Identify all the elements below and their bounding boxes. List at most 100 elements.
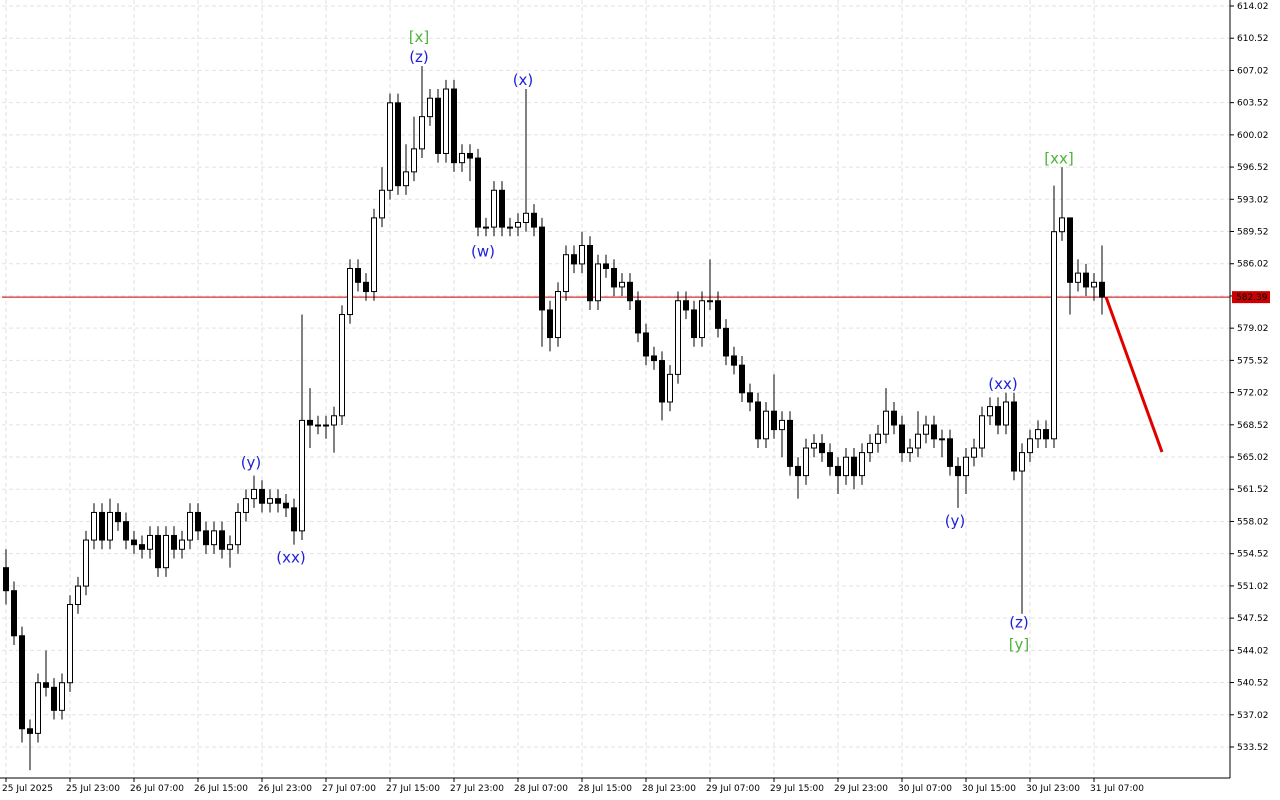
y-tick-label: 607.02	[1237, 66, 1269, 76]
candle-body	[99, 511, 105, 541]
candle-body	[1027, 438, 1033, 454]
y-tick-label: 561.52	[1237, 485, 1269, 495]
candle-body	[1019, 452, 1025, 472]
wave-label: (z)	[1009, 614, 1029, 632]
candle-body	[891, 410, 897, 426]
candle-body	[195, 511, 201, 532]
candle-body	[667, 373, 673, 403]
candle-body	[459, 152, 465, 164]
x-tick-label: 25 Jul 23:00	[66, 784, 120, 794]
candle-body	[819, 442, 825, 454]
candle-body	[563, 254, 569, 293]
x-tick-label: 28 Jul 07:00	[514, 784, 568, 794]
candle-body	[747, 392, 753, 403]
candle-body	[27, 728, 33, 734]
x-tick-label: 30 Jul 07:00	[898, 784, 952, 794]
candle-body	[811, 442, 817, 449]
candle-body	[931, 424, 937, 440]
candle-body	[835, 465, 841, 477]
candle-body	[651, 355, 657, 362]
candle-body	[403, 171, 409, 187]
candle-body	[1083, 272, 1089, 288]
wave-label: (y)	[241, 454, 262, 472]
candle-body	[859, 452, 865, 477]
candle-body	[571, 254, 577, 265]
candle-body	[147, 534, 153, 550]
candle-body	[179, 539, 185, 550]
candle-body	[107, 511, 113, 541]
y-tick-label: 589.52	[1237, 228, 1269, 238]
candle-body	[371, 217, 377, 293]
candle-body	[163, 534, 169, 569]
candle-body	[763, 410, 769, 440]
candle-body	[659, 360, 665, 403]
y-tick-label: 547.52	[1237, 614, 1269, 624]
candle-body	[619, 281, 625, 288]
x-tick-label: 29 Jul 15:00	[770, 784, 824, 794]
candle-body	[83, 539, 89, 587]
x-tick-label: 30 Jul 23:00	[1026, 784, 1080, 794]
x-tick-label: 27 Jul 23:00	[450, 784, 504, 794]
candle-body	[867, 442, 873, 454]
candle-body	[555, 291, 561, 339]
candle-body	[643, 332, 649, 357]
candle-body	[467, 152, 473, 159]
x-tick-label: 29 Jul 23:00	[834, 784, 888, 794]
candle-body	[851, 456, 857, 477]
annotations: [x] (z) (x) (w) (y) (xx) (y) (xx) (z) [y] [xx]	[241, 28, 1074, 654]
candle-body	[915, 433, 921, 449]
y-tick-label: 565.02	[1237, 453, 1269, 463]
candle-body	[803, 447, 809, 477]
x-tick-label: 31 Jul 07:00	[1090, 784, 1144, 794]
y-tick-label: 610.52	[1237, 34, 1269, 44]
candle-body	[947, 438, 953, 467]
candle-body	[1099, 281, 1105, 298]
candle-body	[187, 511, 193, 541]
candle-body	[451, 88, 457, 164]
candle-body	[91, 511, 97, 541]
candle-body	[227, 544, 233, 550]
y-tick-label: 554.52	[1237, 550, 1269, 560]
candle-body	[723, 327, 729, 357]
x-tick-label: 28 Jul 15:00	[578, 784, 632, 794]
price-tag	[1232, 291, 1270, 304]
candle-body	[587, 245, 593, 302]
candle-body	[987, 406, 993, 417]
y-tick-label: 579.02	[1237, 324, 1269, 334]
candle-body	[411, 148, 417, 173]
candle-body	[363, 281, 369, 293]
candle-body	[939, 438, 945, 441]
candle-body	[795, 465, 801, 477]
candle-body	[699, 300, 705, 339]
candle-body	[323, 424, 329, 427]
candles	[3, 66, 1105, 771]
candle-body	[683, 300, 689, 311]
candle-body	[1043, 429, 1049, 440]
candle-body	[771, 410, 777, 431]
candle-body	[499, 189, 505, 228]
x-tick-label: 26 Jul 23:00	[258, 784, 312, 794]
candle-body	[171, 534, 177, 550]
candle-body	[43, 682, 49, 688]
candle-body	[739, 364, 745, 394]
y-tick-label: 603.52	[1237, 99, 1269, 109]
candle-body	[347, 268, 353, 316]
candle-body	[883, 410, 889, 435]
candle-body	[691, 309, 697, 339]
candle-body	[379, 189, 385, 219]
candle-body	[875, 433, 881, 444]
candle-body	[907, 447, 913, 454]
candle-body	[35, 682, 41, 734]
candle-body	[299, 419, 305, 532]
candle-body	[475, 157, 481, 228]
candle-body	[1035, 429, 1041, 440]
wave-label: (xx)	[276, 549, 305, 567]
candle-body	[51, 686, 57, 711]
candle-body	[507, 226, 513, 229]
candle-body	[843, 456, 849, 477]
candle-body	[211, 530, 217, 546]
candle-body	[1003, 401, 1009, 426]
candle-body	[531, 212, 537, 228]
x-tick-label: 26 Jul 07:00	[130, 784, 184, 794]
y-tick-label: 533.52	[1237, 743, 1269, 753]
